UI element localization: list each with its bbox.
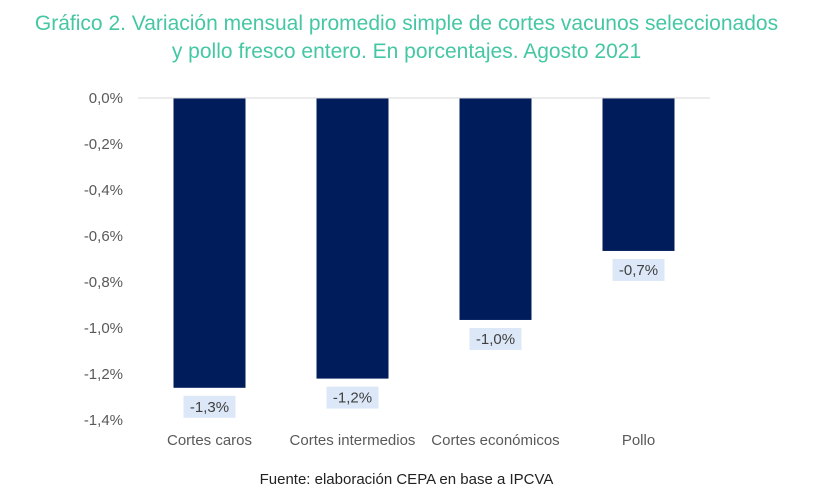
chart-title-line-1: Gráfico 2. Variación mensual promedio si… (34, 12, 779, 35)
chart-title: Gráfico 2. Variación mensual promedio si… (0, 10, 813, 66)
y-tick-label: -0,8% (84, 274, 123, 291)
source-note: Fuente: elaboración CEPA en base a IPCVA (259, 471, 554, 488)
bar-3 (459, 98, 532, 320)
category-label: Cortes intermedios (290, 432, 416, 449)
bar-1 (173, 98, 246, 388)
bar-4 (602, 98, 675, 251)
y-tick-label: -1,0% (84, 320, 123, 337)
data-label: -1,2% (333, 390, 372, 407)
data-label-bg (612, 258, 665, 281)
data-label: -0,7% (619, 262, 658, 279)
data-label: -1,3% (190, 399, 229, 416)
bar-2 (316, 98, 389, 379)
y-tick-label: -0,2% (84, 136, 123, 153)
y-tick-label: -1,2% (84, 366, 123, 383)
y-tick-label: -1,4% (84, 412, 123, 429)
data-label-bg (183, 395, 236, 418)
y-tick-label: 0,0% (89, 90, 123, 107)
category-label: Cortes caros (167, 432, 252, 449)
y-tick-label: -0,4% (84, 182, 123, 199)
data-label-bg (469, 327, 522, 350)
chart-title-line-2: y pollo fresco entero. En porcentajes. A… (171, 40, 642, 63)
data-label: -1,0% (476, 331, 515, 348)
category-label: Cortes económicos (431, 432, 559, 449)
category-label: Pollo (622, 432, 655, 449)
y-tick-label: -0,6% (84, 228, 123, 245)
data-label-bg (326, 386, 379, 409)
